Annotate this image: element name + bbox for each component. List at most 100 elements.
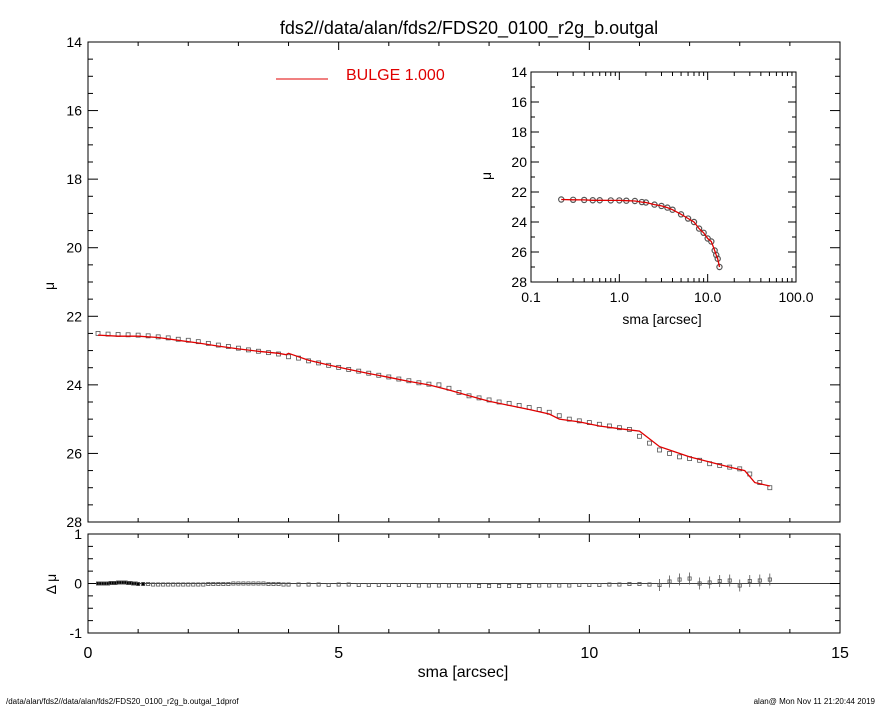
residual-point — [677, 577, 682, 582]
inset-y-tick-label: 24 — [511, 214, 527, 230]
residual-point — [456, 583, 461, 588]
residual-point — [201, 582, 206, 587]
residual-point — [266, 581, 271, 586]
main-y-tick-label: 22 — [66, 308, 82, 324]
residual-point — [171, 582, 176, 587]
residual-point — [396, 582, 401, 587]
residual-point — [406, 582, 411, 587]
resid-y-tick-label: -1 — [70, 625, 83, 641]
residual-point — [597, 582, 602, 587]
residual-point — [181, 582, 186, 587]
x-tick-label: 15 — [831, 645, 849, 662]
data-point — [637, 433, 642, 439]
residual-point — [657, 582, 662, 587]
x-tick-label: 5 — [334, 645, 343, 662]
inset-data-point — [690, 218, 698, 226]
inset-xlabel: sma [arcsec] — [622, 311, 701, 327]
residual-point — [747, 579, 752, 584]
inset-x-tick-label: 100.0 — [778, 289, 813, 305]
main-y-tick-label: 16 — [66, 103, 82, 119]
residual-point — [141, 581, 146, 586]
inset-y-tick-label: 28 — [511, 274, 527, 290]
data-point — [576, 418, 582, 424]
residual-point — [637, 581, 642, 586]
footer-right: alan@ Mon Nov 11 21:20:44 2019 — [753, 697, 875, 706]
data-point — [286, 354, 291, 360]
data-point — [135, 332, 141, 338]
residual-point — [627, 581, 632, 586]
residual-point — [547, 583, 552, 588]
main-xlabel: sma [arcsec] — [418, 664, 509, 681]
inset-data-point — [713, 251, 720, 259]
residual-point — [176, 582, 181, 587]
residual-point — [156, 582, 161, 587]
residual-point — [667, 579, 672, 584]
residual-point — [697, 581, 702, 586]
residual-point — [151, 582, 156, 587]
residual-point — [221, 581, 226, 586]
residual-point — [336, 582, 341, 587]
residual-point — [487, 583, 492, 588]
residual-point — [206, 581, 211, 586]
inset-y-tick-label: 26 — [511, 244, 527, 260]
inset-x-tick-label: 0.1 — [521, 289, 541, 305]
residual-point — [527, 583, 532, 588]
residual-point — [146, 581, 151, 586]
inset-y-tick-label: 22 — [511, 184, 527, 200]
residual-point — [226, 581, 231, 586]
main-ylabel: μ — [41, 282, 57, 290]
data-point — [657, 447, 662, 453]
residual-point — [161, 582, 166, 587]
x-tick-label: 10 — [580, 645, 598, 662]
residual-point — [477, 583, 482, 588]
main-y-tick-label: 26 — [66, 445, 82, 461]
residual-point — [241, 581, 246, 586]
inset-x-tick-label: 1.0 — [610, 289, 630, 305]
data-point — [617, 425, 622, 431]
residual-point — [366, 582, 371, 587]
residual-point — [647, 582, 652, 587]
residual-point — [246, 581, 251, 586]
residual-point — [166, 582, 171, 587]
residual-point — [231, 581, 236, 586]
residual-point — [426, 583, 431, 588]
residual-point — [517, 583, 522, 588]
legend-label: BULGE 1.000 — [346, 67, 445, 84]
residual-point — [707, 580, 712, 585]
residual-point — [376, 582, 381, 587]
data-point — [215, 342, 221, 348]
residual-point — [211, 581, 216, 586]
residual-point — [757, 578, 762, 583]
data-point — [757, 480, 763, 485]
data-point — [175, 336, 181, 342]
inset-data-point — [700, 229, 707, 236]
residual-point — [507, 583, 512, 588]
inset-data-point — [677, 211, 685, 218]
residual-point — [577, 582, 582, 587]
residual-point — [386, 582, 391, 587]
inset-data-point — [708, 238, 715, 245]
inset-model-line — [561, 198, 721, 268]
residual-point — [446, 583, 451, 588]
data-point — [145, 333, 151, 339]
residual-plot: 10-10 5 10 15 — [70, 526, 849, 662]
residual-point — [416, 583, 421, 588]
footer-left: /data/alan/fds2//data/alan/fds2/FDS20_01… — [6, 697, 239, 706]
residual-point — [276, 581, 281, 586]
inset-x-tick-label: 10.0 — [694, 289, 721, 305]
bulge-model-line — [97, 334, 770, 487]
residual-point — [261, 581, 266, 586]
residual-point — [617, 582, 622, 587]
residual-point — [236, 581, 241, 586]
inset-data-point — [669, 206, 676, 213]
inset-background — [531, 72, 796, 282]
residual-point — [717, 579, 722, 584]
residual-point — [737, 583, 742, 588]
residual-point — [326, 582, 331, 587]
residual-point — [306, 582, 311, 587]
resid-ylabel: Δ μ — [43, 574, 59, 595]
data-point — [225, 344, 231, 349]
residual-point — [557, 583, 562, 588]
residual-point — [587, 582, 592, 587]
residual-point — [727, 578, 732, 583]
